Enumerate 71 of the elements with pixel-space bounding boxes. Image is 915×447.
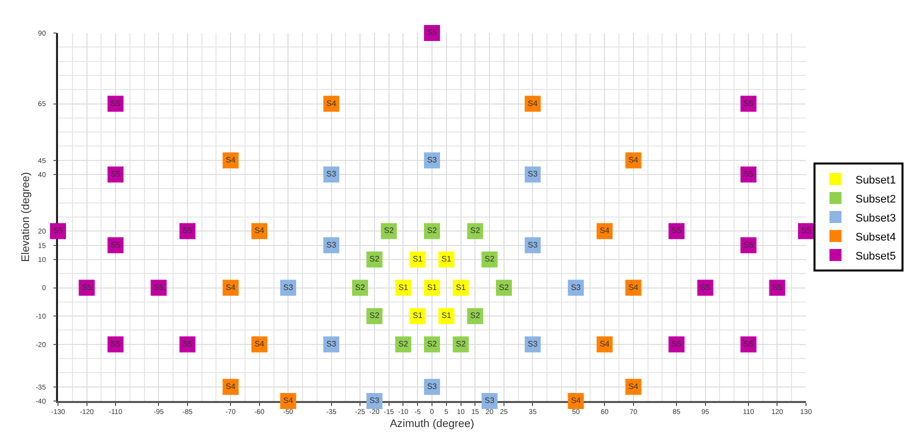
data-label: S5 — [744, 98, 754, 108]
data-label: S3 — [427, 382, 438, 391]
data-label: S3 — [326, 240, 337, 250]
y-axis-title: Elevation (degree) — [20, 172, 32, 262]
data-label: S1 — [441, 311, 452, 320]
data-label: S1 — [427, 282, 438, 292]
data-label: S5 — [110, 339, 121, 348]
legend-label: Subset2 — [855, 193, 896, 206]
data-label: S4 — [254, 226, 265, 236]
data-label: S3 — [528, 339, 538, 348]
data-label: S1 — [412, 311, 424, 320]
data-label: S1 — [412, 254, 424, 264]
data-label: S5 — [110, 240, 121, 250]
data-label: S5 — [744, 339, 754, 348]
data-label: S4 — [628, 155, 639, 164]
data-label: S2 — [355, 282, 366, 292]
data-label: S5 — [110, 170, 121, 179]
data-label: S3 — [528, 240, 538, 250]
data-label: S2 — [456, 339, 466, 348]
data-label: S1 — [398, 282, 409, 292]
data-label: S4 — [226, 155, 236, 164]
data-label: S2 — [370, 254, 380, 264]
data-label: S4 — [570, 396, 582, 405]
data-label: S5 — [82, 282, 92, 292]
data-label: S4 — [254, 339, 265, 348]
legend-label: Subset3 — [855, 212, 896, 224]
data-label: S4 — [628, 382, 639, 391]
data-label: S2 — [398, 339, 409, 348]
data-label: S5 — [744, 170, 754, 179]
data-label: S3 — [326, 339, 337, 348]
data-label: S4 — [226, 382, 236, 391]
data-label: S2 — [384, 226, 394, 236]
data-label: S5 — [672, 339, 682, 348]
data-label: S2 — [470, 311, 481, 320]
data-label: S4 — [283, 396, 294, 405]
data-label: S5 — [53, 226, 64, 236]
data-label: S5 — [772, 282, 783, 292]
legend-label: Subset4 — [855, 231, 896, 244]
data-label: S3 — [283, 282, 294, 292]
data-label: S1 — [456, 282, 466, 292]
legend-label: Subset1 — [855, 174, 896, 186]
data-label: S5 — [110, 98, 121, 108]
data-label: S3 — [427, 155, 438, 164]
data-label: S5 — [744, 240, 754, 250]
data-label: S4 — [226, 282, 236, 292]
legend-label: Subset5 — [855, 250, 896, 262]
data-label: S5 — [801, 226, 812, 236]
data-label: S1 — [441, 254, 452, 264]
data-label: S2 — [470, 226, 481, 236]
data-label: S4 — [326, 98, 337, 108]
data-label: S5 — [427, 28, 438, 37]
data-label: S5 — [154, 282, 164, 292]
data-label: S5 — [672, 226, 682, 236]
data-label: S2 — [427, 226, 438, 236]
data-label: S4 — [600, 226, 610, 236]
data-label: S5 — [182, 226, 193, 236]
data-label: S2 — [427, 339, 438, 348]
data-label: S2 — [484, 254, 495, 264]
data-label: S3 — [370, 396, 380, 405]
x-axis-title: Azimuth (degree) — [390, 418, 474, 430]
data-label: S2 — [370, 311, 380, 320]
data-label: S3 — [528, 170, 538, 179]
data-label: S2 — [499, 282, 510, 292]
data-label: S3 — [570, 282, 582, 292]
data-label: S4 — [628, 282, 639, 292]
data-label: S3 — [484, 396, 495, 405]
data-label: S4 — [600, 339, 610, 348]
data-label: S5 — [700, 282, 711, 292]
data-label: S5 — [182, 339, 193, 348]
data-label: S3 — [326, 170, 337, 179]
data-label: S4 — [528, 98, 538, 108]
